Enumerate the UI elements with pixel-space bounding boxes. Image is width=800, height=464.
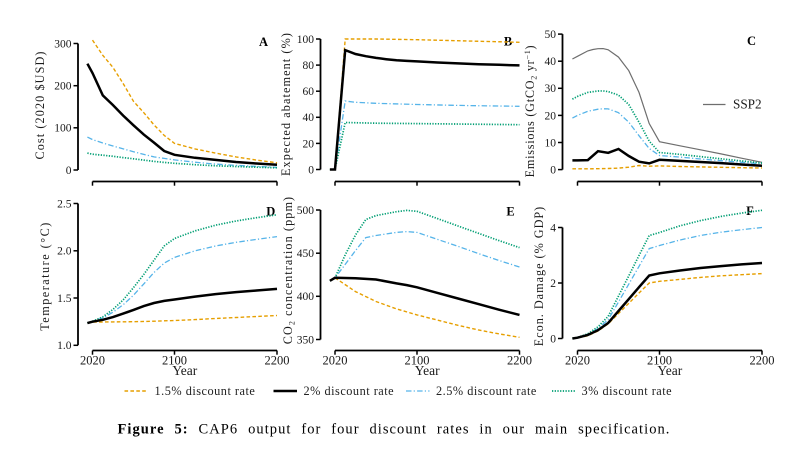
svg-text:40: 40 [545,56,557,68]
svg-text:Figure 5: CAP6 output for four: Figure 5: CAP6 output for four discount … [118,422,671,438]
svg-text:2% discount rate: 2% discount rate [304,384,395,398]
svg-text:2020: 2020 [323,353,348,367]
svg-text:F: F [746,204,754,218]
svg-text:100: 100 [54,123,72,135]
svg-text:350: 350 [297,334,315,346]
svg-text:2100: 2100 [162,353,187,367]
svg-text:100: 100 [297,34,315,46]
svg-text:60: 60 [303,86,315,98]
svg-text:SSP2: SSP2 [733,97,762,112]
svg-text:2200: 2200 [750,353,775,367]
svg-text:2100: 2100 [647,353,672,367]
svg-text:Year: Year [172,363,197,378]
svg-text:Year: Year [657,363,682,378]
svg-text:Emissions (GtCO2 yr−1): Emissions (GtCO2 yr−1) [523,45,539,178]
svg-text:40: 40 [303,112,315,124]
svg-text:2.5: 2.5 [57,198,72,210]
svg-text:Expected abatement (%): Expected abatement (%) [279,32,293,176]
svg-text:2020: 2020 [80,353,105,367]
svg-text:20: 20 [545,110,557,122]
svg-text:1.5% discount rate: 1.5% discount rate [155,384,256,398]
svg-text:2200: 2200 [507,353,532,367]
svg-text:2.5% discount rate: 2.5% discount rate [436,384,537,398]
svg-text:2020: 2020 [565,353,590,367]
svg-text:2200: 2200 [265,353,290,367]
svg-text:0: 0 [550,165,556,177]
svg-text:1.0: 1.0 [57,340,72,352]
svg-text:E: E [506,205,514,219]
svg-text:2.0: 2.0 [57,246,72,258]
svg-text:Cost (2020 $USD): Cost (2020 $USD) [33,50,47,159]
svg-text:Econ. Damage (% GDP): Econ. Damage (% GDP) [532,206,546,346]
svg-text:B: B [504,35,512,49]
svg-text:200: 200 [54,81,72,93]
svg-text:30: 30 [545,83,557,95]
svg-text:20: 20 [303,138,315,150]
svg-text:2: 2 [550,278,556,290]
svg-text:0: 0 [66,165,72,177]
svg-text:0: 0 [550,333,556,345]
svg-text:50: 50 [545,29,557,41]
svg-text:0: 0 [308,164,314,176]
svg-text:80: 80 [303,60,315,72]
svg-text:500: 500 [297,205,315,217]
svg-text:400: 400 [297,291,315,303]
svg-text:450: 450 [297,248,315,260]
svg-text:4: 4 [550,222,556,234]
svg-text:2100: 2100 [405,353,430,367]
svg-text:Temperature (°C): Temperature (°C) [38,221,52,331]
svg-text:A: A [259,35,268,49]
svg-text:Year: Year [415,363,440,378]
svg-text:CO2 concentration (ppm): CO2 concentration (ppm) [281,196,297,344]
svg-text:10: 10 [545,137,557,149]
svg-text:C: C [747,34,756,48]
svg-text:300: 300 [54,38,72,50]
svg-text:1.5: 1.5 [57,293,72,305]
svg-text:D: D [266,205,275,219]
svg-text:3% discount rate: 3% discount rate [582,384,673,398]
